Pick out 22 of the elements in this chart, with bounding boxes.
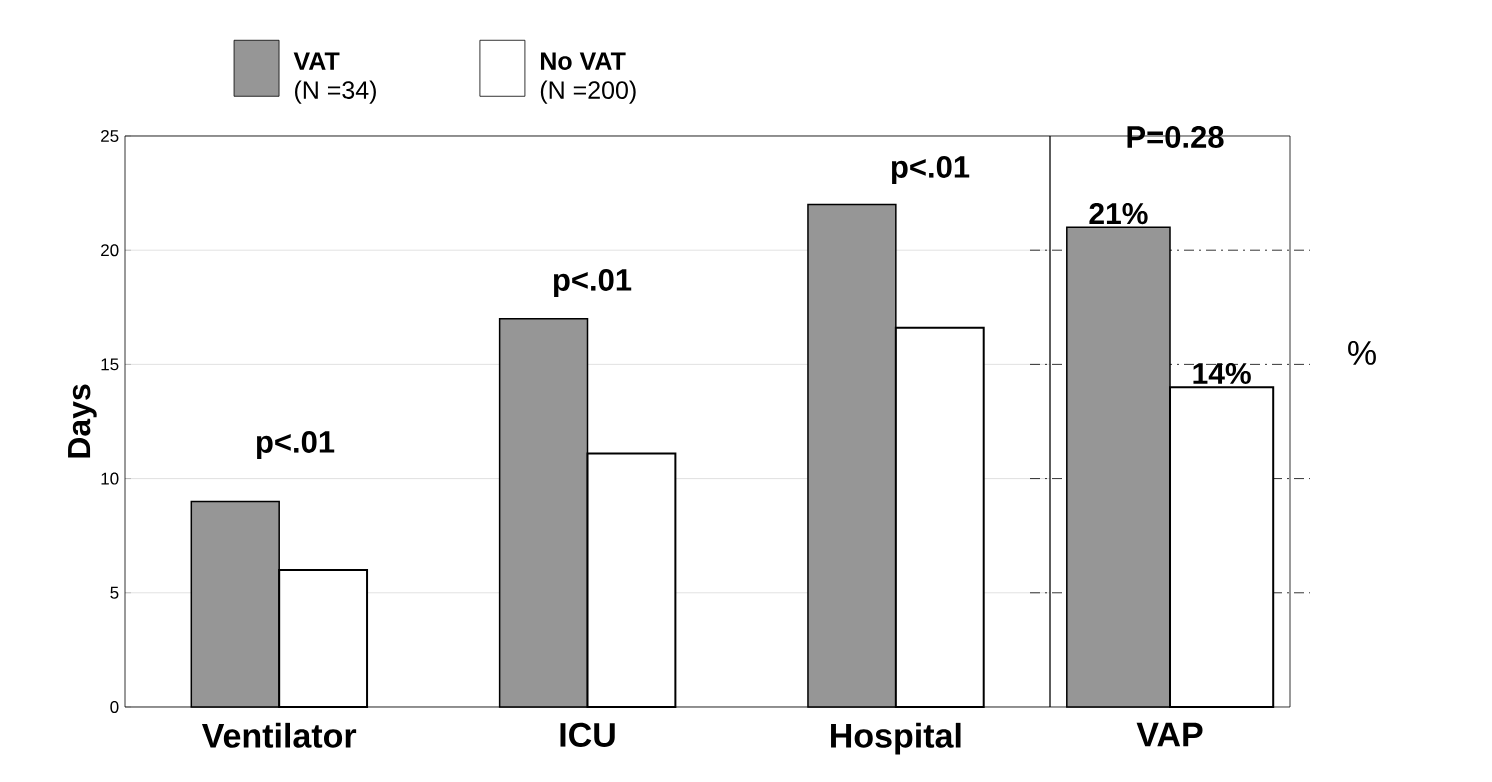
annotation: p<.01	[553, 268, 632, 298]
y-tick-label: 20	[101, 244, 119, 257]
y-tick-label: 10	[101, 472, 119, 485]
data-label: 14%	[1193, 362, 1251, 385]
data-label: 21%	[1089, 202, 1148, 225]
legend-label: No VAT	[540, 52, 626, 70]
y-axis-title: %	[1348, 341, 1376, 365]
y-tick-label: 0	[110, 700, 119, 714]
text: (N =200)	[540, 80, 636, 104]
x-tick-label: Hospital	[831, 722, 961, 755]
text: (N =34)	[295, 80, 376, 104]
annotation: p<.01	[256, 430, 335, 460]
x-tick-label: VAP	[1136, 722, 1203, 747]
x-tick-label: ICU	[560, 722, 615, 747]
y-tick-label: 5	[110, 586, 119, 599]
annotation: p<.01	[891, 155, 970, 185]
y-axis-title: Days	[68, 384, 97, 458]
annotation: P=0.28	[1127, 126, 1224, 148]
y-tick-label: 15	[101, 358, 119, 371]
y-tick-label: 25	[101, 129, 119, 143]
legend-label: VAT	[293, 52, 340, 70]
x-tick-label: Ventilator	[201, 722, 357, 748]
